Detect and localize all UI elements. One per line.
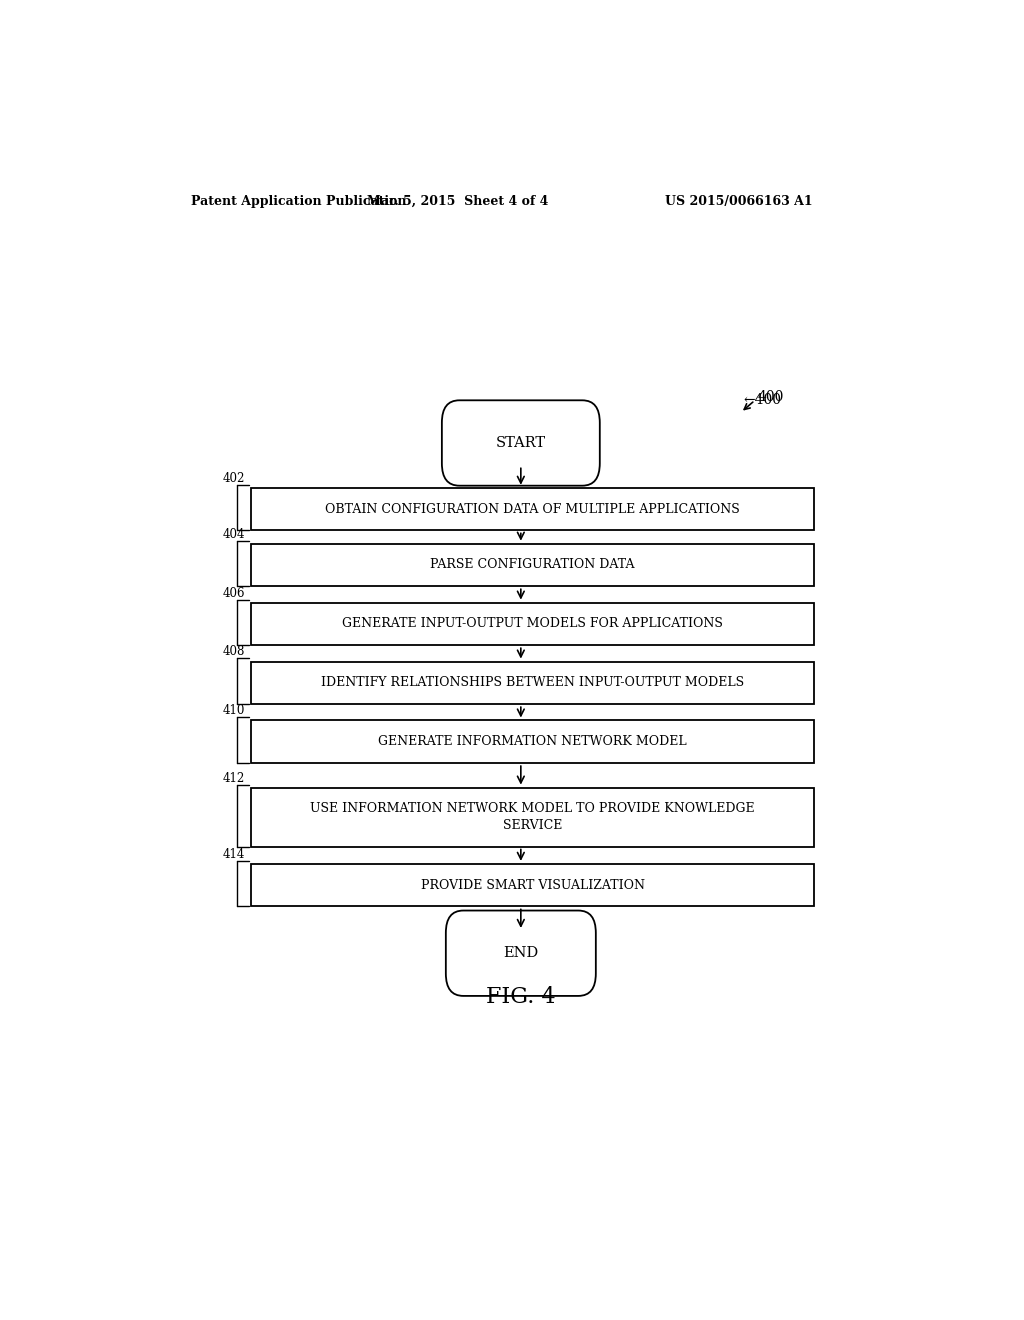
Text: FIG. 4: FIG. 4 [486, 986, 556, 1008]
Text: 400: 400 [758, 391, 783, 404]
Text: GENERATE INFORMATION NETWORK MODEL: GENERATE INFORMATION NETWORK MODEL [379, 735, 687, 748]
Text: START: START [496, 436, 546, 450]
FancyBboxPatch shape [251, 788, 814, 846]
FancyBboxPatch shape [251, 661, 814, 704]
FancyBboxPatch shape [251, 721, 814, 763]
Text: PARSE CONFIGURATION DATA: PARSE CONFIGURATION DATA [430, 558, 635, 572]
Text: Patent Application Publication: Patent Application Publication [191, 194, 407, 207]
Text: 414: 414 [222, 847, 245, 861]
Text: 404: 404 [222, 528, 245, 541]
FancyBboxPatch shape [251, 487, 814, 531]
Text: Mar. 5, 2015  Sheet 4 of 4: Mar. 5, 2015 Sheet 4 of 4 [367, 194, 548, 207]
Text: GENERATE INPUT-OUTPUT MODELS FOR APPLICATIONS: GENERATE INPUT-OUTPUT MODELS FOR APPLICA… [342, 618, 723, 631]
Text: USE INFORMATION NETWORK MODEL TO PROVIDE KNOWLEDGE
SERVICE: USE INFORMATION NETWORK MODEL TO PROVIDE… [310, 803, 755, 832]
Text: 412: 412 [222, 771, 245, 784]
FancyBboxPatch shape [251, 863, 814, 907]
Text: 408: 408 [222, 645, 245, 659]
FancyBboxPatch shape [251, 602, 814, 645]
Text: US 2015/0066163 A1: US 2015/0066163 A1 [666, 194, 813, 207]
FancyBboxPatch shape [251, 544, 814, 586]
Text: IDENTIFY RELATIONSHIPS BETWEEN INPUT-OUTPUT MODELS: IDENTIFY RELATIONSHIPS BETWEEN INPUT-OUT… [322, 676, 744, 689]
Text: 406: 406 [222, 586, 245, 599]
Text: PROVIDE SMART VISUALIZATION: PROVIDE SMART VISUALIZATION [421, 879, 645, 891]
FancyBboxPatch shape [442, 400, 600, 486]
Text: 410: 410 [222, 705, 245, 718]
Text: OBTAIN CONFIGURATION DATA OF MULTIPLE APPLICATIONS: OBTAIN CONFIGURATION DATA OF MULTIPLE AP… [326, 503, 740, 516]
Text: 402: 402 [222, 471, 245, 484]
FancyBboxPatch shape [445, 911, 596, 995]
Text: END: END [503, 946, 539, 960]
Text: ←400: ←400 [743, 393, 781, 408]
